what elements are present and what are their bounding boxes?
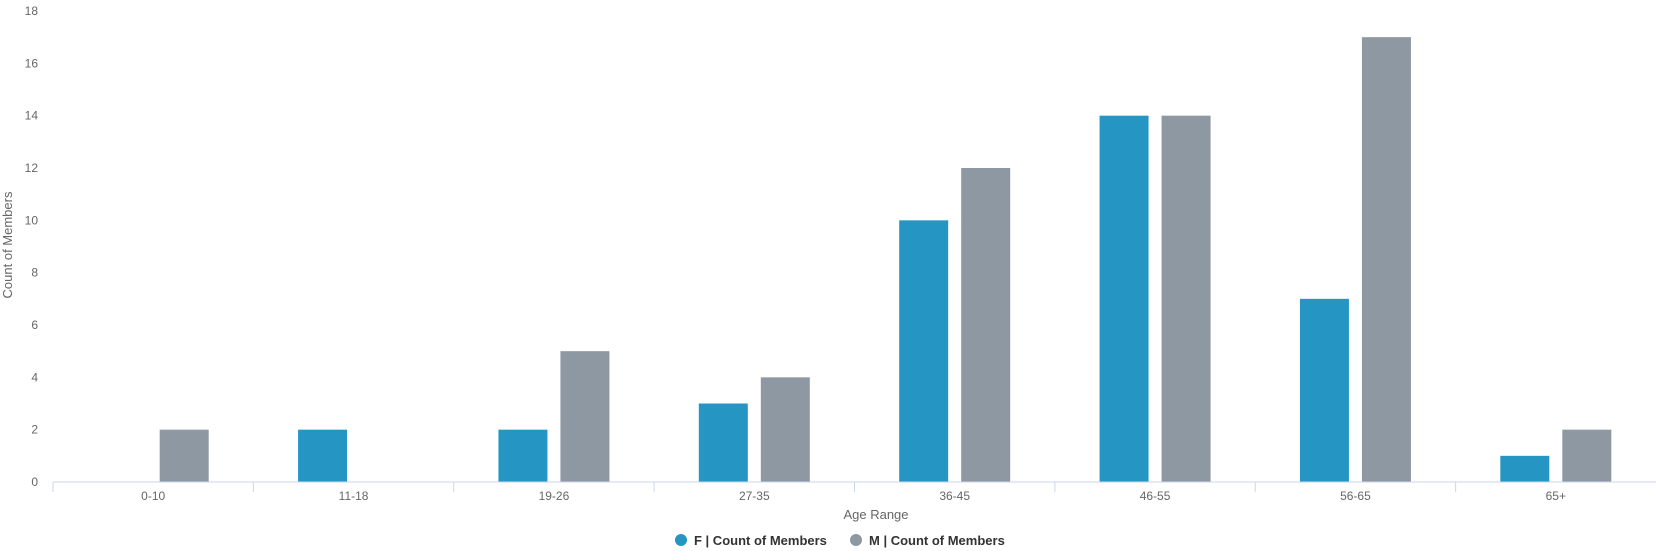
bar-m-56-65[interactable] — [1361, 37, 1411, 483]
bar-f-27-35[interactable] — [698, 403, 748, 483]
y-tick-label: 12 — [25, 161, 39, 175]
x-tick-label: 19-26 — [539, 489, 570, 503]
y-axis-title: Count of Members — [0, 191, 15, 298]
x-tick-label: 56-65 — [1340, 489, 1371, 503]
bar-f-11-18[interactable] — [298, 429, 348, 482]
y-tick-label: 16 — [25, 56, 39, 70]
bar-m-0-10[interactable] — [159, 429, 209, 482]
bar-m-36-45[interactable] — [961, 168, 1011, 482]
bar-f-46-55[interactable] — [1099, 115, 1149, 483]
y-tick-label: 10 — [25, 213, 39, 227]
legend-marker-icon — [850, 534, 862, 546]
legend-label: M | Count of Members — [869, 533, 1005, 548]
y-tick-label: 0 — [31, 475, 38, 489]
bar-f-36-45[interactable] — [899, 220, 949, 483]
legend[interactable]: F | Count of Members M | Count of Members — [675, 533, 1005, 548]
x-tick-label: 46-55 — [1140, 489, 1171, 503]
y-tick-label: 8 — [31, 266, 38, 280]
x-tick-label: 27-35 — [739, 489, 770, 503]
x-tick-label: 65+ — [1546, 489, 1566, 503]
legend-item-m[interactable]: M | Count of Members — [850, 533, 1005, 548]
bars — [159, 37, 1612, 483]
y-tick-label: 18 — [25, 4, 39, 18]
bar-f-19-26[interactable] — [498, 429, 548, 482]
bar-m-19-26[interactable] — [560, 351, 610, 482]
y-tick-label: 2 — [31, 423, 38, 437]
y-tick-label: 14 — [25, 109, 39, 123]
x-axis-title: Age Range — [843, 507, 908, 522]
y-tick-label: 6 — [31, 318, 38, 332]
y-tick-label: 4 — [31, 370, 38, 384]
bar-m-65+[interactable] — [1562, 429, 1612, 482]
bar-m-46-55[interactable] — [1161, 115, 1211, 483]
x-tick-label: 36-45 — [939, 489, 970, 503]
bar-f-56-65[interactable] — [1299, 298, 1349, 482]
legend-marker-icon — [675, 534, 687, 546]
x-tick-label: 0-10 — [141, 489, 165, 503]
legend-label: F | Count of Members — [694, 533, 827, 548]
bar-m-27-35[interactable] — [760, 377, 810, 482]
y-axis-ticks: 0 2 4 6 8 10 12 14 16 18 — [25, 4, 39, 489]
x-axis-ticks: 0-10 11-18 19-26 27-35 36-45 46-55 56-65 65+ — [52, 482, 1566, 503]
x-tick-label: 11-18 — [339, 489, 369, 503]
legend-item-f[interactable]: F | Count of Members — [675, 533, 827, 548]
bar-f-65+[interactable] — [1500, 455, 1550, 482]
